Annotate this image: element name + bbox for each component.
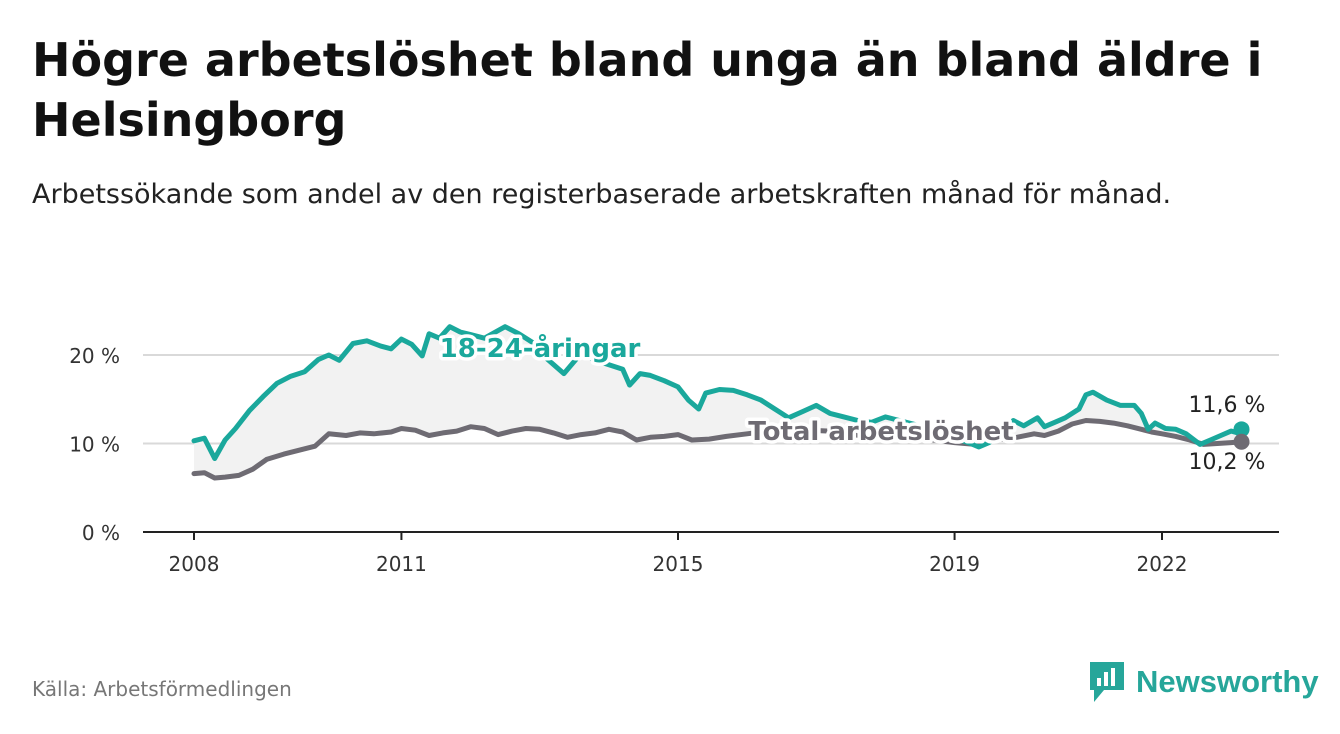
brand-name: Newsworthy	[1136, 664, 1319, 699]
difference-band	[194, 326, 1242, 478]
brand-logo: Newsworthy	[1088, 660, 1319, 704]
x-tick-label: 2011	[376, 552, 427, 576]
y-tick-label: 10 %	[69, 433, 120, 457]
chart-title: Högre arbetslöshet bland unga än bland ä…	[32, 33, 1263, 147]
total-line	[191, 418, 1244, 481]
total-series-label: Total arbetslöshet	[748, 417, 1013, 447]
youth-series-label: 18-24-åringar	[440, 332, 641, 364]
source-note: Källa: Arbetsförmedlingen	[32, 677, 292, 701]
youth-line	[191, 324, 1244, 461]
series-labels: 18-24-åringar Total arbetslöshet 11,6 % 10,…	[436, 329, 1269, 479]
youth-end-label: 11,6 %	[1189, 393, 1266, 418]
x-axis: 2008 2011 2015 2019 2022	[143, 531, 1279, 576]
x-tick-label: 2019	[929, 552, 980, 576]
bar-chart-logo-icon	[1090, 662, 1124, 702]
series-lines	[191, 324, 1250, 481]
difference-area	[194, 326, 1242, 478]
x-tick-label: 2015	[653, 552, 704, 576]
x-tick-label: 2022	[1137, 552, 1188, 576]
total-end-point	[1233, 433, 1250, 450]
x-tick-label: 2008	[169, 552, 220, 576]
y-tick-label: 20 %	[69, 344, 120, 368]
youth-end-point	[1233, 421, 1250, 438]
total-end-label: 10,2 %	[1189, 450, 1266, 475]
y-tick-label: 0 %	[82, 521, 120, 545]
chart-subtitle: Arbetssökande som andel av den registerb…	[32, 179, 1172, 210]
